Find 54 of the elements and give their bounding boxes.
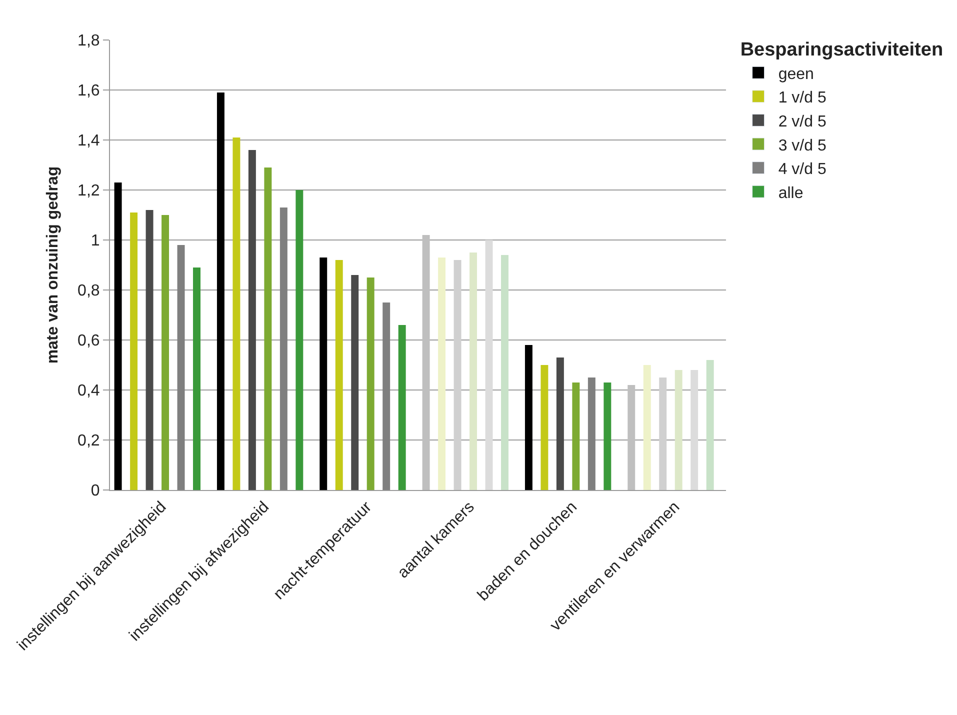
bar xyxy=(398,325,406,490)
bar xyxy=(162,215,170,490)
bar xyxy=(177,245,185,490)
bar xyxy=(485,240,493,490)
bar xyxy=(382,302,390,490)
bar xyxy=(524,345,532,490)
y-tick-label: 0 xyxy=(90,482,100,500)
bar xyxy=(264,168,272,490)
legend-title: Besparingsactiviteiten xyxy=(740,40,944,61)
bar xyxy=(588,378,596,490)
legend-label: geen xyxy=(778,66,814,83)
bar xyxy=(114,182,122,490)
bar xyxy=(470,252,478,490)
bar xyxy=(674,370,682,490)
bar xyxy=(146,210,154,490)
bar xyxy=(572,382,580,490)
legend-label: 4 v/d 5 xyxy=(778,161,826,178)
y-tick-label: 0,4 xyxy=(78,382,100,400)
legend-label: 1 v/d 5 xyxy=(778,90,826,107)
bar xyxy=(706,360,714,490)
bar xyxy=(659,378,667,490)
bar xyxy=(130,212,138,490)
bar xyxy=(422,235,430,490)
bar xyxy=(438,258,446,490)
bar xyxy=(193,268,200,490)
y-tick-label: 1 xyxy=(90,232,100,250)
bar xyxy=(556,358,564,490)
bar xyxy=(366,278,374,490)
bar xyxy=(643,365,651,490)
y-tick-label: 0,8 xyxy=(78,282,100,300)
y-tick-label: 0,2 xyxy=(78,432,100,450)
bar xyxy=(454,260,462,490)
y-tick-label: 1,2 xyxy=(78,182,100,200)
bar xyxy=(690,370,698,490)
bar xyxy=(320,258,328,490)
bar xyxy=(501,255,508,490)
legend-label: 2 v/d 5 xyxy=(778,113,826,130)
y-tick-label: 1,8 xyxy=(78,32,100,50)
y-tick-label: 0,6 xyxy=(78,332,100,350)
y-tick-label: 1,4 xyxy=(78,132,100,150)
legend-label: 3 v/d 5 xyxy=(778,137,826,154)
bar xyxy=(296,190,304,490)
bar xyxy=(248,150,256,490)
bar xyxy=(604,382,612,490)
bar xyxy=(628,385,636,490)
bar xyxy=(351,275,359,490)
bar xyxy=(232,138,240,490)
bar xyxy=(280,208,288,490)
bar xyxy=(216,92,224,490)
y-axis-title: mate van onzuinig gedrag xyxy=(44,166,62,364)
legend-label: alle xyxy=(778,184,804,202)
y-tick-label: 1,6 xyxy=(78,82,100,100)
bar xyxy=(540,365,548,490)
bar xyxy=(335,260,343,490)
